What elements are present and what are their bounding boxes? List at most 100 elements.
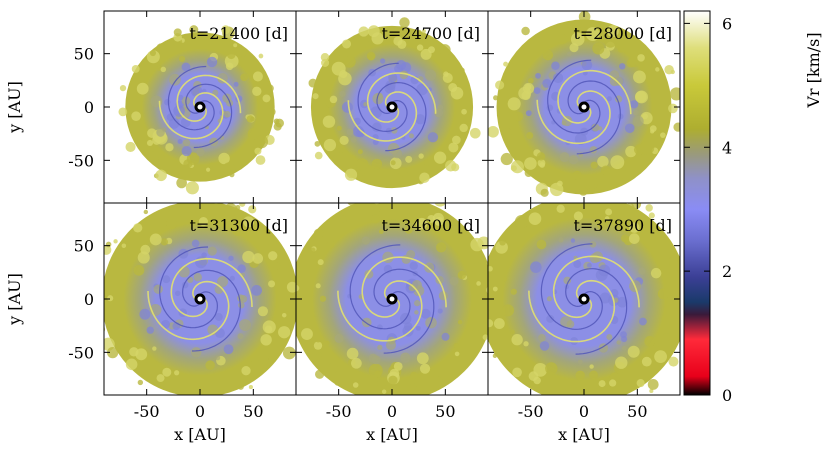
disk-clump [256,98,263,105]
disk-patch [406,250,416,260]
disk-clump [390,160,396,166]
central-star [389,296,395,302]
disk-clump [416,352,429,365]
disk-clump [668,103,678,114]
disk-patch [559,152,570,163]
disk-clump [268,354,277,364]
disk-patch [387,142,400,155]
disk-clump [281,312,287,318]
disk-clump [222,162,236,175]
disk-patch [539,341,550,351]
disk-patch [372,93,384,105]
disk-clump [239,203,246,207]
disk-clump [526,132,534,140]
disk-patch [408,133,414,139]
disk-clump [258,232,272,246]
disk-clump [260,334,272,346]
disk-patch [191,347,202,358]
disk-clump [625,145,637,158]
disk-clump [633,70,646,84]
disk-clump [331,61,346,76]
disk-patch [177,94,184,101]
spiral-arm [347,91,418,142]
disk-clump [657,288,669,300]
colorbar-tick-label: 2 [722,262,732,281]
disk-clump [590,161,598,169]
disk-patch [619,63,626,70]
disk-clump [482,334,488,341]
disk-clump [673,295,680,306]
disk-clump [628,222,640,233]
disk-clump [448,142,459,153]
disk-clump [469,127,481,139]
disk-clump [601,165,611,176]
disk-clump [312,93,319,100]
disk-patch [414,310,419,315]
disk-clump [605,208,613,216]
disk-clump [310,247,316,253]
disk-clump [604,216,610,221]
disk-clump [570,32,585,47]
disk-clump [493,95,499,101]
colorbar-tick-label: 4 [722,138,732,157]
disk-clump [418,153,424,159]
disk-clump [162,367,172,377]
disk-clump [476,281,481,286]
spiral-arm [170,257,253,318]
disk-clump [461,108,467,115]
disk-clump [471,329,480,337]
disk-patch [415,114,426,125]
disk-clump [650,267,662,279]
disk-clump [221,25,231,35]
disk-clump [489,252,497,261]
disk-clump [436,242,447,253]
disk-patch [237,333,244,340]
disk-clump [340,215,347,223]
disk-clump [597,219,609,231]
spiral-arm [349,244,411,330]
disk-clump [107,347,119,359]
disk-clump [410,371,418,380]
disk-patch [581,59,593,71]
x-axis-title: x [AU] [366,425,418,444]
disk-clump [173,28,182,37]
disk-patch [542,78,552,88]
disk-clump [249,359,263,374]
disk-clump [104,244,112,255]
disk-clump [617,46,625,53]
disk-clump [262,94,271,103]
disk-clump [540,188,549,197]
disk-clump [119,84,127,92]
disk-patch [356,128,366,138]
panel-4 [104,203,296,395]
disk-clump [585,27,600,42]
y-tick-label: 50 [74,237,94,256]
disk-clump [606,25,619,38]
disk-patch [533,87,541,94]
disk-clump [528,212,542,226]
disk-clump [118,107,128,117]
disk-clump [223,203,238,217]
y-tick-label: -50 [68,151,94,170]
disk-clump [313,228,324,239]
x-tick-label: -50 [326,402,352,421]
disk-clump [240,73,248,82]
disk-patch [153,284,163,294]
disk-clump [492,286,498,292]
disk-clump [507,97,521,111]
disk-clump [578,11,591,23]
spiral-arm [181,269,241,352]
x-tick-label: -50 [518,402,544,421]
disk-patch [403,322,413,331]
disk-patch [251,285,263,296]
disk-clump [235,204,241,210]
disk-patch [632,115,644,127]
disk-patch [239,294,248,303]
disk-clump [258,53,264,59]
disk-clump [176,177,187,189]
disk-clump [137,251,150,264]
disk-clump [308,78,318,88]
disk-clump [564,388,571,395]
disk-patch [546,314,555,323]
disk-patch [237,264,246,273]
